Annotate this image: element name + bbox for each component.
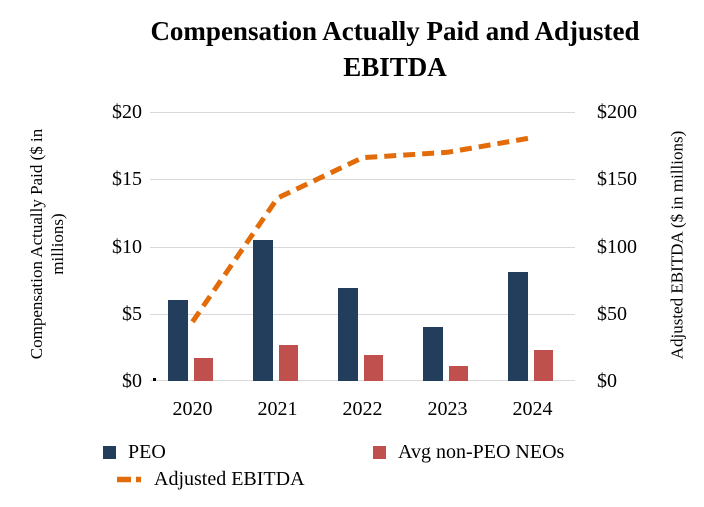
left-tick-label: $10	[112, 235, 142, 258]
axis-origin-dot	[153, 378, 156, 381]
bar-peo-2023	[422, 327, 443, 381]
x-axis-label-2020: 2020	[172, 398, 213, 420]
legend-label-ebitda: Adjusted EBITDA	[154, 468, 305, 490]
left-tick-label: $15	[112, 168, 142, 191]
bar-neo-2022	[363, 355, 383, 381]
left-axis-ticks: $0 $5 $10 $15 $20	[86, 101, 142, 392]
legend-item-ebitda: Adjusted EBITDA	[117, 468, 305, 491]
bar-peo-2022	[337, 288, 358, 381]
left-tick-label: $5	[122, 302, 142, 325]
peo-swatch	[103, 446, 116, 459]
legend-item-peo: PEO	[103, 441, 166, 464]
ebitda-line	[190, 135, 533, 324]
x-axis-label-2024: 2024	[512, 398, 553, 420]
left-tick-label: $0	[122, 370, 142, 392]
x-axis-label-2023: 2023	[427, 398, 468, 420]
right-tick-label: $200	[597, 101, 637, 123]
right-tick-label: $50	[597, 302, 627, 325]
chart-title: Compensation Actually Paid and Adjusted …	[150, 16, 640, 82]
legend-label-peo: PEO	[128, 441, 166, 463]
legend-label-neo: Avg non-PEO NEOs	[398, 441, 565, 463]
bar-neo-2023	[448, 366, 468, 381]
x-axis-labels: 2020 2021 2022 2023 2024	[150, 398, 575, 422]
plot-area	[150, 112, 575, 381]
legend-item-neo: Avg non-PEO NEOs	[373, 441, 564, 464]
right-tick-label: $150	[597, 168, 637, 191]
x-axis-label-2021: 2021	[257, 398, 298, 420]
bar-neo-2021	[278, 344, 298, 381]
dashed-line-icon	[117, 476, 145, 483]
left-axis-title: Compensation Actually Paid ($ in million…	[26, 128, 67, 360]
bar-peo-2021	[252, 239, 273, 381]
gridline	[150, 246, 575, 248]
gridline	[150, 313, 575, 315]
right-axis-ticks: $0 $50 $100 $150 $200	[597, 101, 667, 392]
bar-neo-2024	[533, 350, 553, 381]
gridline	[150, 179, 575, 181]
bar-peo-2024	[507, 272, 528, 381]
neo-swatch	[373, 446, 386, 459]
bar-neo-2020	[193, 358, 213, 381]
x-axis-label-2022: 2022	[342, 398, 383, 420]
gridline	[150, 112, 575, 113]
right-tick-label: $0	[597, 370, 617, 392]
right-tick-label: $100	[597, 235, 637, 258]
left-tick-label: $20	[112, 101, 142, 123]
x-axis-line	[150, 380, 575, 381]
right-axis-title: Adjusted EBITDA ($ in millions)	[667, 130, 687, 360]
bar-peo-2020	[167, 300, 188, 381]
